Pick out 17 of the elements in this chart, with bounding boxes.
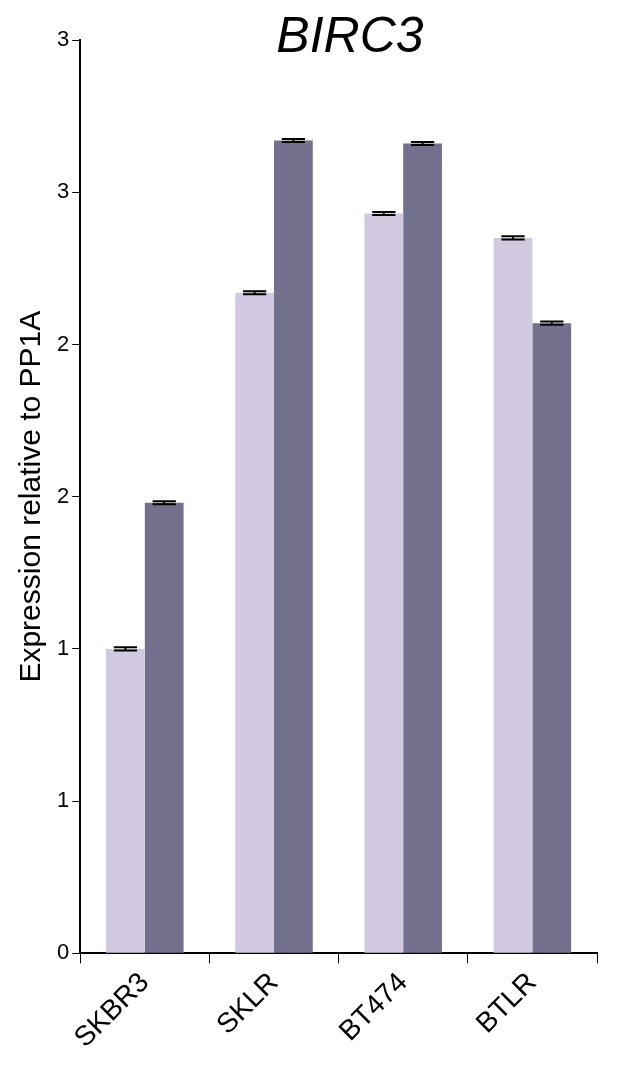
y-tick-label: 1 xyxy=(56,787,70,813)
y-tick-label: 2 xyxy=(56,482,70,508)
y-tick-label: 3 xyxy=(56,26,70,52)
bar xyxy=(532,323,572,953)
bar xyxy=(235,292,275,953)
y-axis-title: Expression relative to PP1A xyxy=(13,310,47,683)
bar xyxy=(144,502,184,953)
bar xyxy=(403,143,442,953)
y-tick-label: 1 xyxy=(56,634,70,660)
bar xyxy=(274,140,313,953)
y-tick-label: 2 xyxy=(56,330,70,356)
y-tick-label: 3 xyxy=(56,178,70,204)
bar xyxy=(106,648,145,953)
chart-title: BIRC3 xyxy=(275,6,425,64)
bar xyxy=(364,213,404,953)
y-tick-label: 0 xyxy=(56,939,70,965)
bar xyxy=(493,237,533,953)
